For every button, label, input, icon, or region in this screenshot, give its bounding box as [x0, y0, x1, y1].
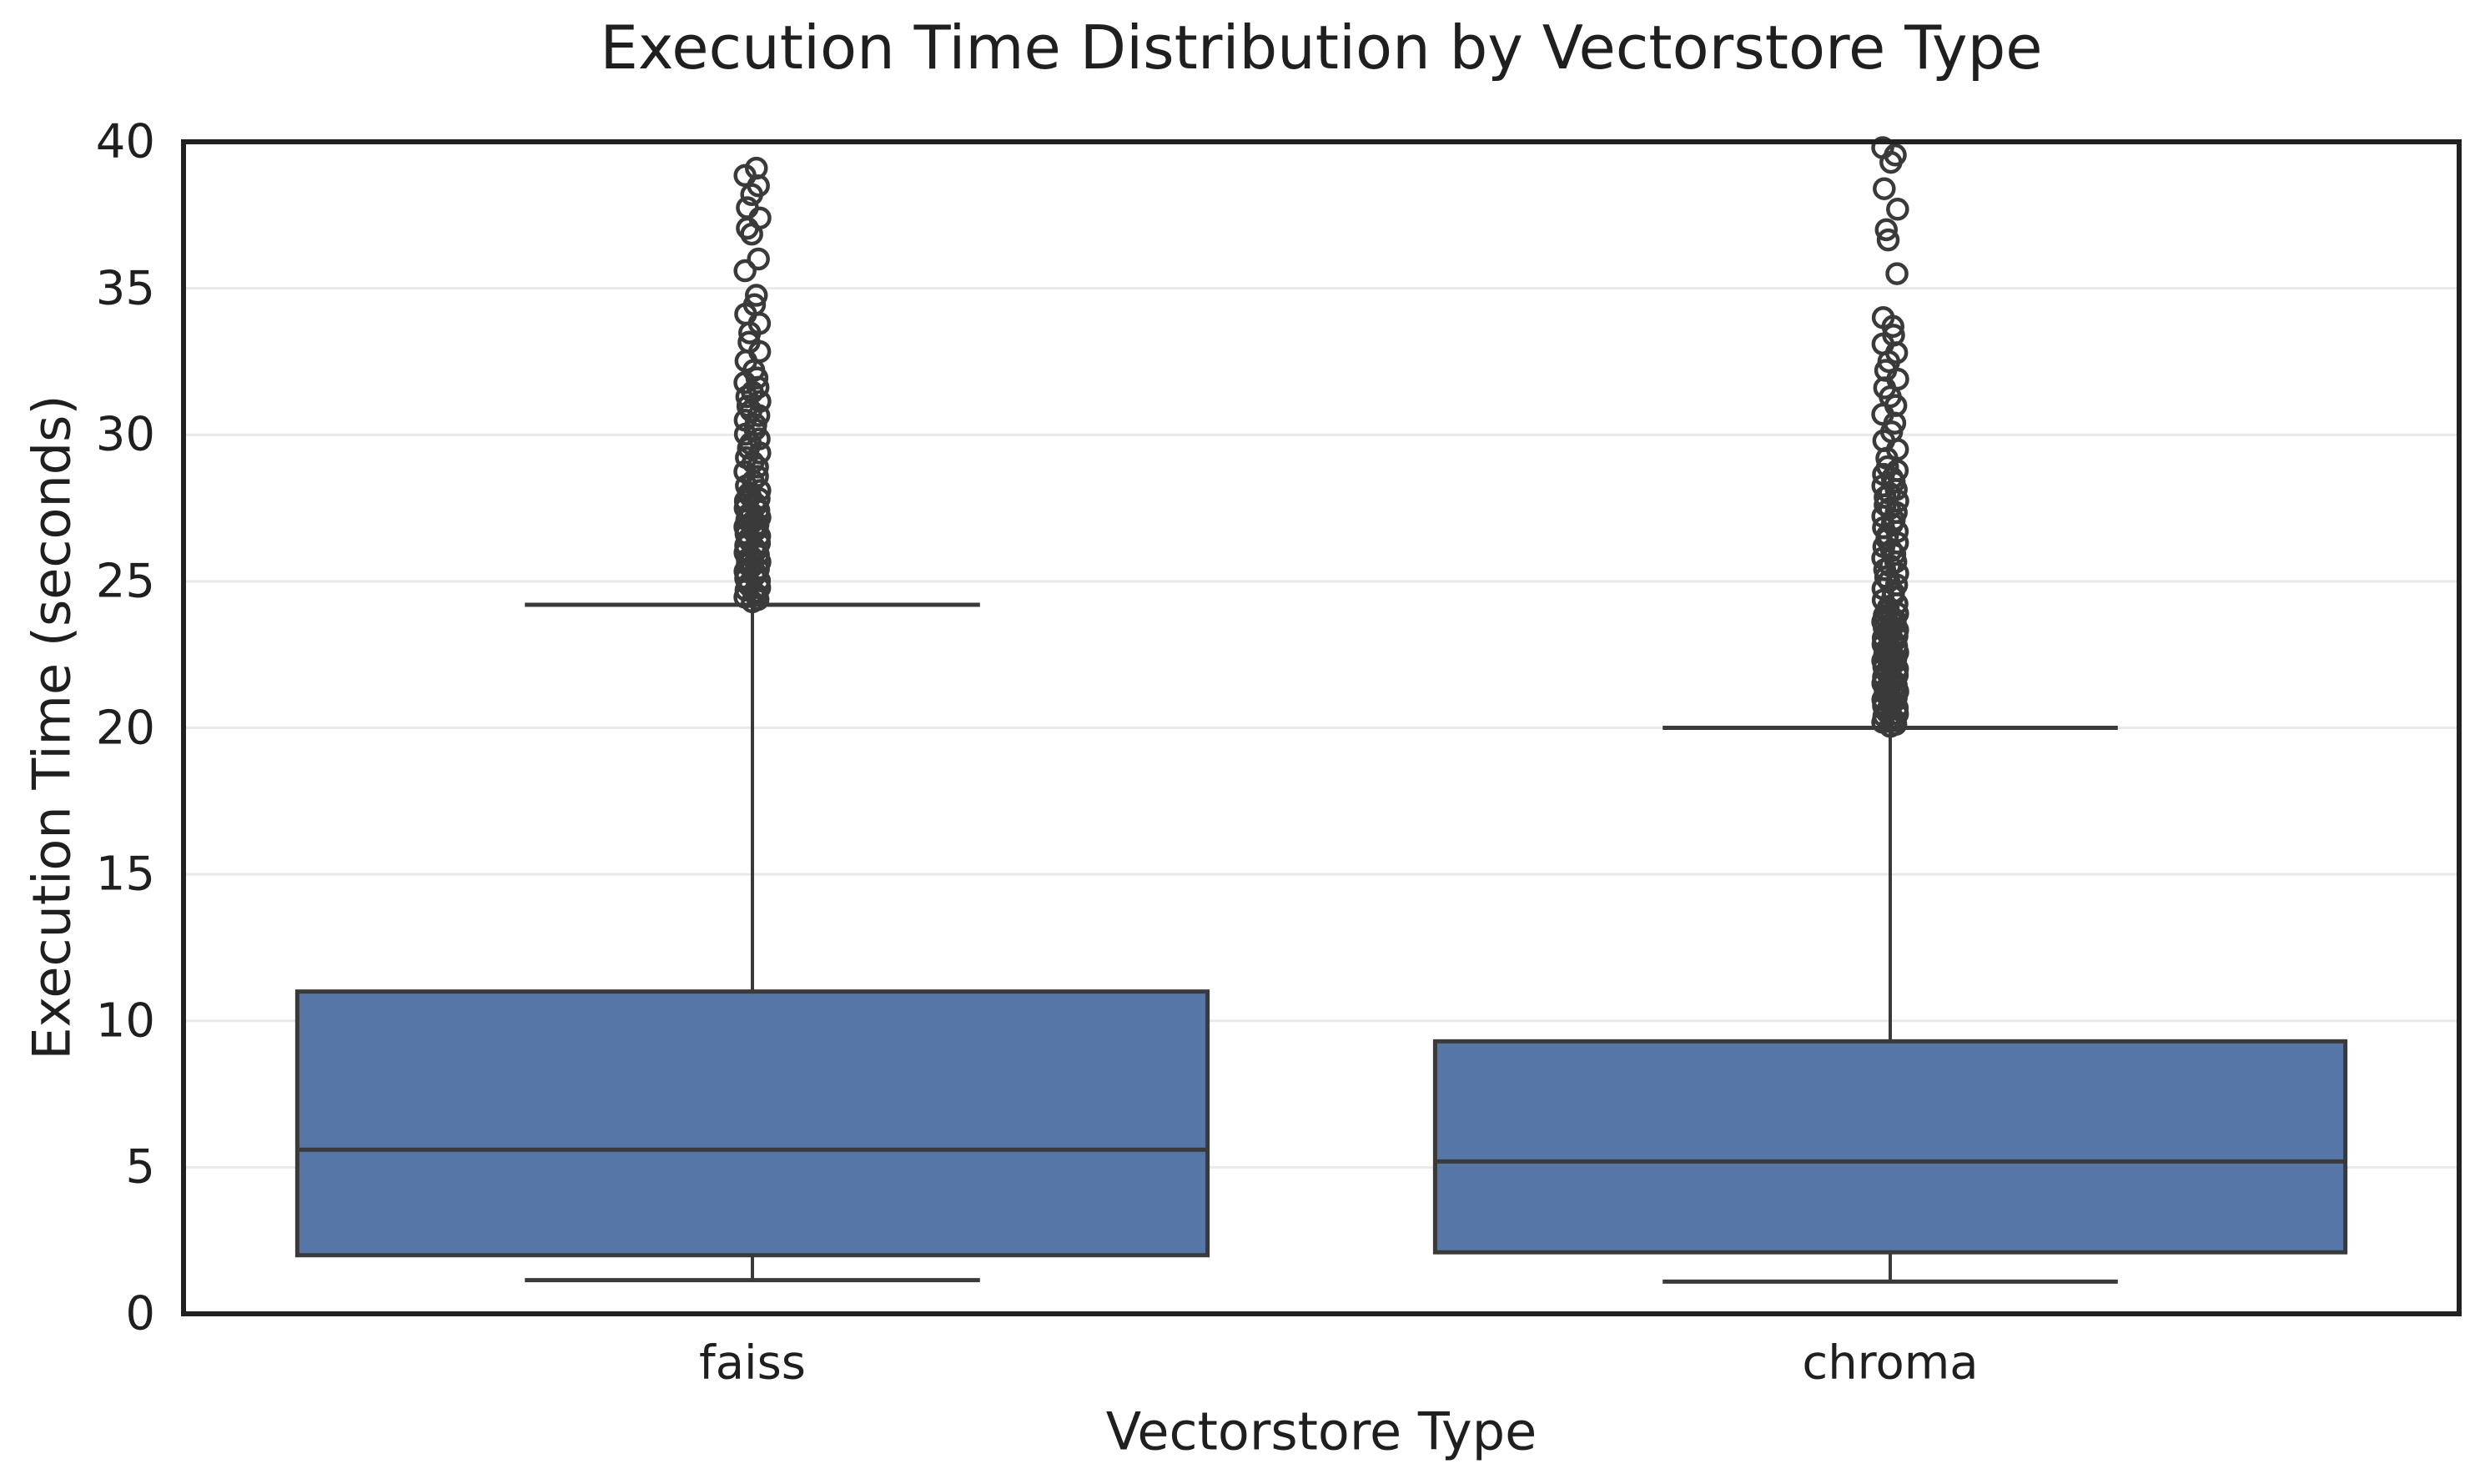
outlier-point: [747, 247, 770, 271]
outlier-point: [1886, 198, 1909, 221]
iqr-box: [1432, 1039, 2348, 1255]
outlier-point: [1871, 136, 1894, 159]
outlier-point: [735, 445, 758, 470]
outlier-point: [746, 465, 769, 488]
chart-title: Execution Time Distribution by Vectorsto…: [600, 13, 2043, 83]
outlier-point: [1876, 228, 1900, 252]
plot-frame: [181, 139, 2462, 1316]
outlier-point: [1885, 262, 1909, 285]
outlier-point: [1873, 177, 1896, 200]
outlier-point: [1875, 455, 1899, 479]
outlier-point: [737, 330, 761, 355]
iqr-box: [294, 989, 1210, 1258]
outlier-point: [744, 156, 768, 180]
outlier-point: [736, 216, 759, 240]
outlier-point: [742, 293, 767, 317]
outlier-point: [733, 259, 757, 283]
outlier-point: [736, 395, 760, 418]
outlier-point: [1871, 306, 1895, 329]
outliers-faiss: [733, 156, 772, 614]
outlier-point: [733, 163, 757, 188]
outlier-point: [1874, 218, 1899, 242]
box-faiss: [294, 156, 1210, 1283]
box-chroma: [1432, 136, 2348, 1284]
x-axis-label: Vectorstore Type: [1105, 1401, 1537, 1462]
outlier-point: [748, 206, 772, 230]
outlier-point: [744, 284, 768, 307]
outlier-point: [736, 196, 759, 219]
outliers-chroma: [1871, 136, 1909, 738]
outlier-point: [1882, 324, 1905, 347]
